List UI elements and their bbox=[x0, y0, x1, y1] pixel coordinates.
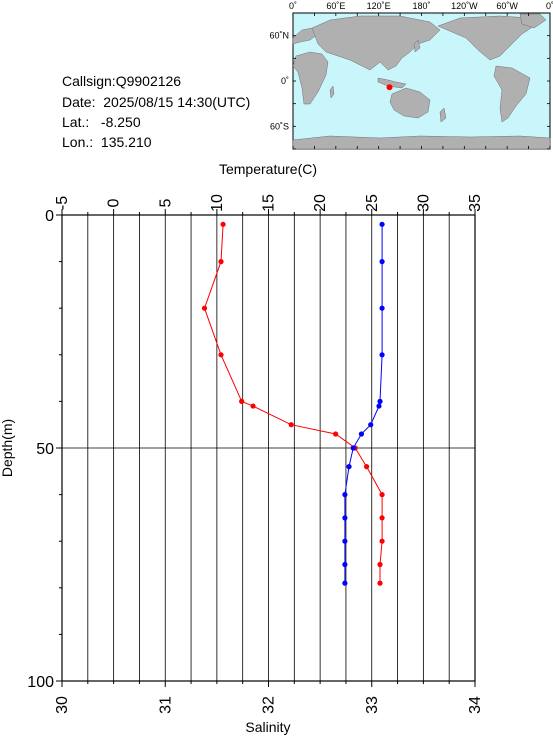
series-layer bbox=[201, 221, 385, 586]
depth-axis-label: Depth(m) bbox=[0, 419, 15, 477]
temperature-tick-label: 25 bbox=[364, 194, 381, 212]
depth-tick-label: 100 bbox=[27, 674, 54, 691]
salinity-data-point bbox=[379, 221, 385, 227]
map-frame-ticks bbox=[292, 12, 551, 150]
map-lat-label: 0˚ bbox=[281, 76, 289, 86]
salinity-ticks: 30 31 32 33 34 bbox=[54, 681, 484, 714]
temperature-data-point bbox=[288, 422, 294, 428]
temperature-tick-label: 5 bbox=[157, 198, 174, 207]
temperature-data-point bbox=[218, 352, 224, 358]
temperature-data-point bbox=[379, 492, 385, 498]
temperature-ticks: -5 0 5 10 15 20 25 30 35 bbox=[54, 194, 484, 215]
map-lon-label: 60˚E bbox=[326, 1, 345, 11]
temperature-data-point bbox=[220, 221, 226, 227]
location-map: 0˚ 60˚E 120˚E 180˚ 120˚W 60˚W 0˚ 60˚N 0˚ 60˚S bbox=[269, 1, 553, 150]
temperature-data-point bbox=[333, 431, 339, 437]
callsign-text: Callsign:Q9902126 bbox=[62, 73, 182, 89]
plot-frame bbox=[61, 214, 476, 682]
salinity-axis-label: Salinity bbox=[245, 719, 290, 735]
temperature-tick-label: 30 bbox=[415, 194, 432, 212]
salinity-tick-label: 34 bbox=[467, 696, 484, 714]
temperature-tick-label: 15 bbox=[261, 194, 278, 212]
temperature-data-point bbox=[250, 403, 256, 409]
temperature-tick-label: 10 bbox=[209, 194, 226, 212]
latitude-text: Lat.: -8.250 bbox=[62, 114, 141, 130]
map-longitude-labels: 0˚ 60˚E 120˚E 180˚ 120˚W 60˚W 0˚ bbox=[289, 1, 553, 11]
map-lon-label: 180˚ bbox=[412, 1, 430, 11]
salinity-data-point bbox=[342, 561, 348, 568]
salinity-data-point bbox=[377, 398, 383, 404]
map-lat-label: 60˚N bbox=[269, 31, 289, 41]
temperature-data-point bbox=[201, 305, 208, 311]
salinity-data-point bbox=[368, 422, 374, 428]
map-lon-label: 120˚W bbox=[451, 1, 478, 11]
map-lon-label: 0˚ bbox=[289, 1, 297, 11]
temperature-axis-label: Temperature(C) bbox=[219, 161, 317, 177]
temperature-profile-line bbox=[203, 224, 383, 584]
salinity-data-point bbox=[342, 515, 348, 521]
temperature-tick-label: 35 bbox=[467, 194, 484, 212]
temperature-data-point bbox=[218, 259, 224, 265]
salinity-tick-label: 30 bbox=[54, 696, 71, 714]
salinity-data-point bbox=[379, 305, 385, 311]
date-text: Date: 2025/08/15 14:30(UTC) bbox=[62, 94, 251, 110]
temperature-tick-label: 20 bbox=[312, 194, 329, 212]
salinity-data-point bbox=[342, 492, 348, 498]
map-lon-label: 120˚E bbox=[367, 1, 391, 11]
map-lon-label: 60˚W bbox=[496, 1, 518, 11]
temperature-data-point bbox=[379, 538, 385, 544]
map-lon-label: 0˚ bbox=[546, 1, 553, 11]
temperature-data-point bbox=[377, 580, 383, 586]
temperature-tick-label: 0 bbox=[106, 198, 123, 207]
salinity-data-point bbox=[379, 352, 385, 358]
depth-tick-label: 0 bbox=[45, 208, 54, 225]
salinity-tick-label: 31 bbox=[157, 696, 174, 714]
temperature-tick-label: -5 bbox=[54, 196, 71, 210]
map-lat-label: 60˚S bbox=[270, 121, 289, 131]
salinity-data-point bbox=[342, 580, 348, 586]
temperature-data-point bbox=[363, 464, 370, 470]
chart-grid bbox=[61, 215, 476, 681]
salinity-data-point bbox=[358, 431, 365, 437]
map-land bbox=[292, 13, 551, 150]
temperature-data-point bbox=[352, 445, 358, 451]
longitude-text: Lon.: 135.210 bbox=[62, 134, 152, 150]
temperature-data-point bbox=[239, 398, 245, 404]
temperature-data-point bbox=[379, 515, 385, 521]
depth-ticks: 0 50 100 bbox=[27, 208, 62, 691]
salinity-tick-label: 32 bbox=[261, 696, 278, 714]
salinity-tick-label: 33 bbox=[364, 696, 381, 714]
salinity-data-point bbox=[346, 464, 352, 470]
map-latitude-labels: 60˚N 0˚ 60˚S bbox=[269, 31, 289, 132]
depth-tick-label: 50 bbox=[36, 441, 54, 458]
temperature-data-point bbox=[377, 561, 383, 568]
salinity-data-point bbox=[342, 538, 348, 544]
salinity-data-point bbox=[379, 259, 385, 265]
station-marker bbox=[386, 84, 393, 91]
salinity-data-point bbox=[350, 445, 356, 451]
salinity-data-point bbox=[376, 403, 382, 409]
salinity-profile-line bbox=[344, 224, 383, 584]
